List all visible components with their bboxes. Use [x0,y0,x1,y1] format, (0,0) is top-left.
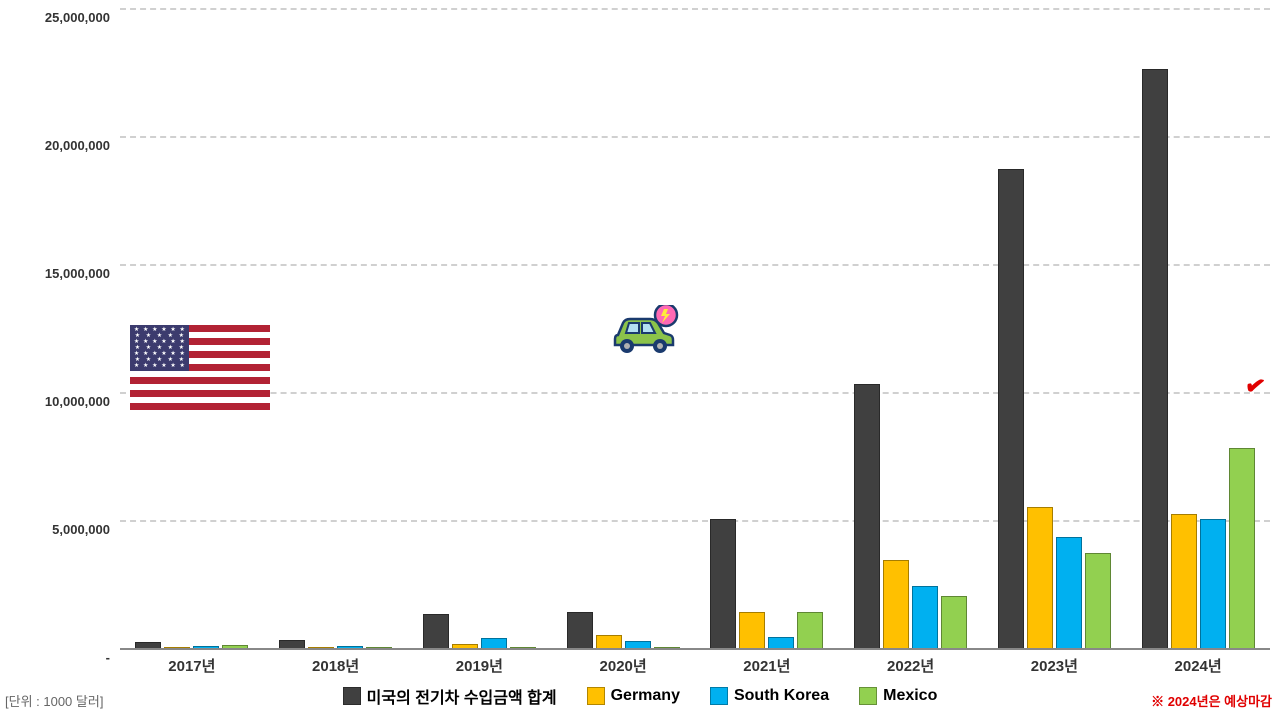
bar-group [983,10,1127,650]
bar [423,614,449,650]
x-tick-label: 2021년 [695,655,839,676]
bar [1200,519,1226,650]
bar [1142,69,1168,650]
legend-label: South Korea [734,687,829,705]
bar [1229,448,1255,650]
legend-label: Germany [611,687,680,705]
bar [1085,553,1111,650]
legend-swatch [587,687,605,705]
unit-label: [단위 : 1000 달러] [5,691,103,710]
bar [797,612,823,650]
x-axis-labels: 2017년2018년2019년2020년2021년2022년2023년2024년 [120,655,1270,676]
forecast-note: ※ 2024년은 예상마감 [1151,691,1272,710]
bar [998,169,1024,650]
x-tick-label: 2022년 [839,655,983,676]
legend-swatch [710,687,728,705]
x-tick-label: 2024년 [1126,655,1270,676]
bar-groups [120,10,1270,650]
bar-group [408,10,552,650]
x-axis-line [120,648,1270,650]
bar [1056,537,1082,650]
legend-label: Mexico [883,687,937,705]
x-tick-label: 2018년 [264,655,408,676]
legend-item: 미국의 전기차 수입금액 합계 [343,684,557,708]
bar-group [839,10,983,650]
legend-swatch [343,687,361,705]
bar [710,519,736,650]
bar [739,612,765,650]
legend-item: Mexico [859,687,937,705]
bar [1027,507,1053,650]
legend-item: Germany [587,687,680,705]
bar [567,612,593,650]
legend-item: South Korea [710,687,829,705]
x-tick-label: 2017년 [120,655,264,676]
bar [912,586,938,650]
x-tick-label: 2023년 [983,655,1127,676]
bar [941,596,967,650]
x-tick-label: 2019년 [408,655,552,676]
legend: 미국의 전기차 수입금액 합계 Germany South Korea Mexico [0,684,1280,708]
chart-plot-area: -5,000,00010,000,00015,000,00020,000,000… [120,10,1270,650]
bar [854,384,880,650]
bar-group [1126,10,1270,650]
bar [883,560,909,650]
us-flag-icon: ★★★★★★★★★★★★★★★★★★★★★★★★★★★★★★★★★★★★★★★ [130,325,270,410]
x-tick-label: 2020년 [551,655,695,676]
legend-swatch [859,687,877,705]
bar-group [695,10,839,650]
bar [1171,514,1197,650]
ev-car-icon [610,305,680,355]
legend-label: 미국의 전기차 수입금액 합계 [367,684,557,708]
bar-group [264,10,408,650]
